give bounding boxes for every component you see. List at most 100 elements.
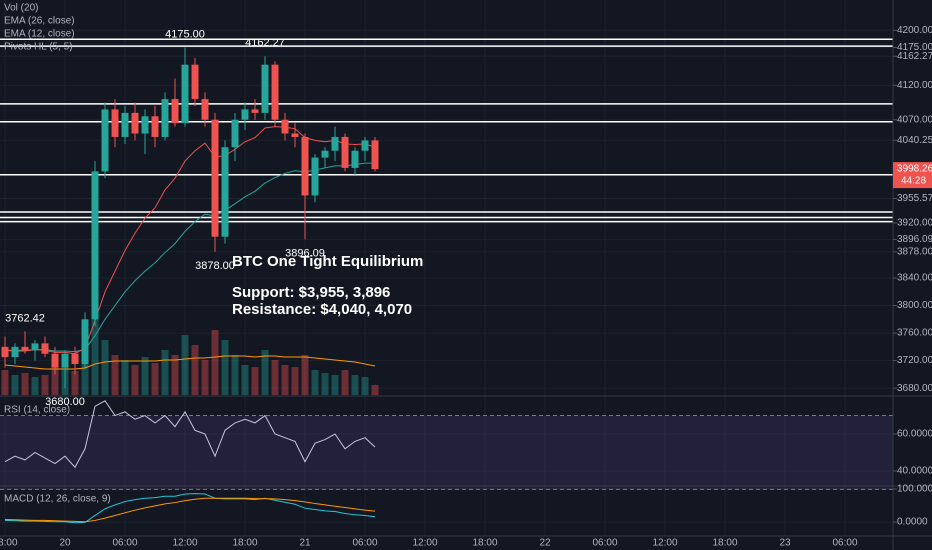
legend-entry: Vol (20) bbox=[4, 3, 38, 14]
volume-bar bbox=[331, 375, 339, 395]
legend-entry: Pivots HL (5, 5) bbox=[4, 42, 73, 53]
volume-bar bbox=[251, 367, 259, 395]
candle-body bbox=[81, 319, 89, 365]
volume-bar bbox=[271, 360, 279, 395]
volume-ma bbox=[4, 355, 376, 370]
volume-bar bbox=[301, 355, 309, 395]
volume-bar bbox=[131, 365, 139, 395]
legend-entry: EMA (26, close) bbox=[4, 16, 75, 27]
volume-bar bbox=[181, 335, 189, 395]
candle-body bbox=[331, 136, 339, 151]
volume-bar bbox=[21, 373, 29, 395]
x-tick-label: 18:00 bbox=[712, 538, 737, 549]
candle-body bbox=[1, 346, 9, 358]
volume-bar bbox=[41, 375, 49, 395]
y-tick-label: 3720.00 bbox=[897, 355, 932, 366]
candle-body bbox=[311, 157, 319, 196]
volume-bar bbox=[71, 371, 79, 395]
y-tick-label: 3920.00 bbox=[897, 218, 932, 229]
pivot-label: 4162.27 bbox=[245, 37, 285, 49]
candle-body bbox=[261, 64, 269, 113]
volume-bar bbox=[231, 355, 239, 395]
volume-bar bbox=[141, 357, 149, 395]
candle-body bbox=[231, 119, 239, 148]
volume-bar bbox=[161, 350, 169, 395]
volume-bar bbox=[211, 330, 219, 395]
countdown: 44:28 bbox=[901, 176, 926, 187]
candle-body bbox=[371, 140, 379, 170]
y-tick-label: 4175.00 bbox=[897, 42, 932, 53]
y-tick-label: 3800.00 bbox=[897, 300, 932, 311]
x-tick-label: 21 bbox=[299, 538, 311, 549]
y-tick-label: 3878.00 bbox=[897, 247, 932, 258]
x-tick-label: 18:00 bbox=[472, 538, 497, 549]
volume-bar bbox=[121, 360, 129, 395]
volume-bar bbox=[351, 375, 359, 395]
indicator-line bbox=[4, 493, 376, 524]
annotation: Resistance: $4,040, 4,070 bbox=[232, 301, 412, 318]
candle-body bbox=[141, 116, 149, 134]
x-tick-label: 18:00 bbox=[232, 538, 257, 549]
candle-body bbox=[341, 136, 349, 168]
volume-bar bbox=[341, 370, 349, 395]
x-tick-label: 12:00 bbox=[172, 538, 197, 549]
volume-bar bbox=[111, 355, 119, 395]
ema-line bbox=[4, 126, 376, 355]
volume-bar bbox=[221, 340, 229, 395]
volume-bar bbox=[151, 363, 159, 395]
candle-body bbox=[271, 64, 279, 120]
candle-body bbox=[91, 171, 99, 320]
candle-body bbox=[161, 99, 169, 137]
candle-body bbox=[21, 346, 29, 351]
annotation: Support: $3,955, 3,896 bbox=[232, 284, 390, 301]
y-tick-label: 100.0000 bbox=[897, 484, 932, 495]
x-tick-label: 20 bbox=[59, 538, 71, 549]
y-tick-label: 4040.25 bbox=[897, 135, 932, 146]
volume-bar bbox=[241, 365, 249, 395]
y-tick-label: 3896.09 bbox=[897, 234, 932, 245]
x-tick-label: 22 bbox=[539, 538, 551, 549]
x-tick-label: 06:00 bbox=[592, 538, 617, 549]
pane-title: RSI (14, close) bbox=[4, 405, 70, 416]
volume-bar bbox=[11, 375, 19, 395]
x-tick-label: 23 bbox=[779, 538, 791, 549]
y-tick-label: 60.0000 bbox=[897, 429, 932, 440]
last-price-label: 3998.26 bbox=[897, 164, 932, 175]
pivot-label: 3896.09 bbox=[285, 247, 325, 259]
candle-body bbox=[11, 346, 19, 358]
volume-bar bbox=[281, 365, 289, 395]
volume-bar bbox=[171, 355, 179, 395]
volume-bar bbox=[101, 340, 109, 395]
candle-body bbox=[321, 150, 329, 158]
volume-bar bbox=[1, 370, 9, 395]
x-tick-label: 12:00 bbox=[412, 538, 437, 549]
candle-body bbox=[241, 109, 249, 120]
candle-body bbox=[71, 353, 79, 365]
volume-bar bbox=[261, 350, 269, 395]
y-tick-label: 4162.27 bbox=[897, 51, 932, 62]
pivot-label: 4175.00 bbox=[165, 28, 205, 40]
candle-body bbox=[181, 64, 189, 124]
y-tick-label: 3680.00 bbox=[897, 383, 932, 394]
volume-bar bbox=[311, 370, 319, 395]
candle-body bbox=[41, 343, 49, 354]
volume-bar bbox=[371, 385, 379, 395]
legend-entry: EMA (12, close) bbox=[4, 29, 75, 40]
indicator-line bbox=[4, 497, 376, 523]
candle-body bbox=[31, 343, 39, 351]
annotation-title: BTC One Tight Equilibrium bbox=[232, 253, 423, 270]
pane-title: MACD (12, 26, close, 9) bbox=[4, 494, 111, 505]
candle-body bbox=[301, 136, 309, 196]
candle-body bbox=[191, 64, 199, 100]
candle-body bbox=[351, 150, 359, 168]
y-tick-label: 3760.00 bbox=[897, 328, 932, 339]
candle-body bbox=[111, 109, 119, 137]
pivot-label: 3680.00 bbox=[45, 396, 85, 408]
candle-body bbox=[121, 112, 129, 137]
volume-bar bbox=[51, 365, 59, 395]
candle-body bbox=[61, 353, 69, 368]
volume-bar bbox=[81, 350, 89, 395]
y-tick-label: 3955.57 bbox=[897, 193, 932, 204]
